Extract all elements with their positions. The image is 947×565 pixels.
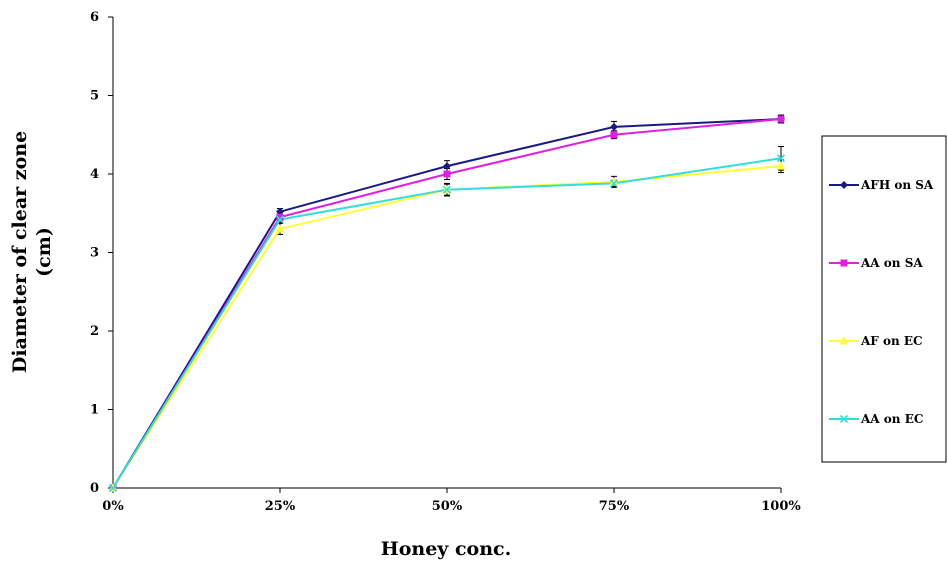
y-tick-label: 4 (90, 167, 99, 182)
y-tick-label: 0 (90, 481, 99, 496)
y-tick-label: 3 (90, 246, 99, 261)
series-markers (108, 115, 786, 493)
data-point (776, 154, 786, 163)
data-point (442, 185, 452, 194)
x-tick-label: 75% (599, 499, 630, 514)
axes (112, 17, 781, 489)
data-point (275, 215, 285, 224)
x-tick-label: 50% (432, 499, 463, 514)
y-tick-label: 2 (90, 324, 99, 339)
data-point (609, 179, 619, 188)
legend-swatch-marker (840, 181, 848, 189)
legend-swatch-marker (839, 414, 849, 424)
legend-label: AFH on SA (860, 178, 934, 192)
error-bars (277, 114, 784, 235)
data-point (609, 177, 619, 186)
x-tick-label: 25% (265, 499, 296, 514)
legend-label: AA on EC (860, 412, 923, 426)
x-axis-title: Honey conc. (381, 538, 511, 560)
legend-label: AA on SA (860, 256, 923, 270)
data-point (776, 161, 786, 170)
data-point (275, 224, 285, 233)
y-axis-title-line-2: (cm) (33, 227, 55, 277)
legend-swatch-marker (840, 259, 848, 267)
data-point (443, 170, 451, 178)
y-tick-label: 6 (90, 10, 99, 25)
y-axis-title-line-1: Diameter of clear zone (9, 131, 31, 373)
y-ticks: 0 1 2 3 4 5 6 (90, 10, 113, 496)
data-point (276, 213, 284, 221)
data-point (777, 115, 785, 123)
data-point (108, 483, 118, 493)
x-ticks: 0% 25% 50% 75% 100% (102, 488, 801, 514)
y-tick-label: 1 (90, 403, 99, 418)
legend-label: AF on EC (860, 334, 923, 348)
data-point (610, 122, 618, 131)
data-point (610, 131, 618, 139)
x-tick-label: 0% (102, 499, 124, 514)
legend-swatch-marker (839, 336, 849, 345)
legend-box (821, 135, 947, 463)
data-point (443, 162, 451, 171)
x-tick-label: 100% (761, 499, 801, 514)
y-tick-label: 5 (90, 89, 99, 104)
legend: AFH on SA AA on SA AF on EC AA on EC (821, 135, 947, 463)
